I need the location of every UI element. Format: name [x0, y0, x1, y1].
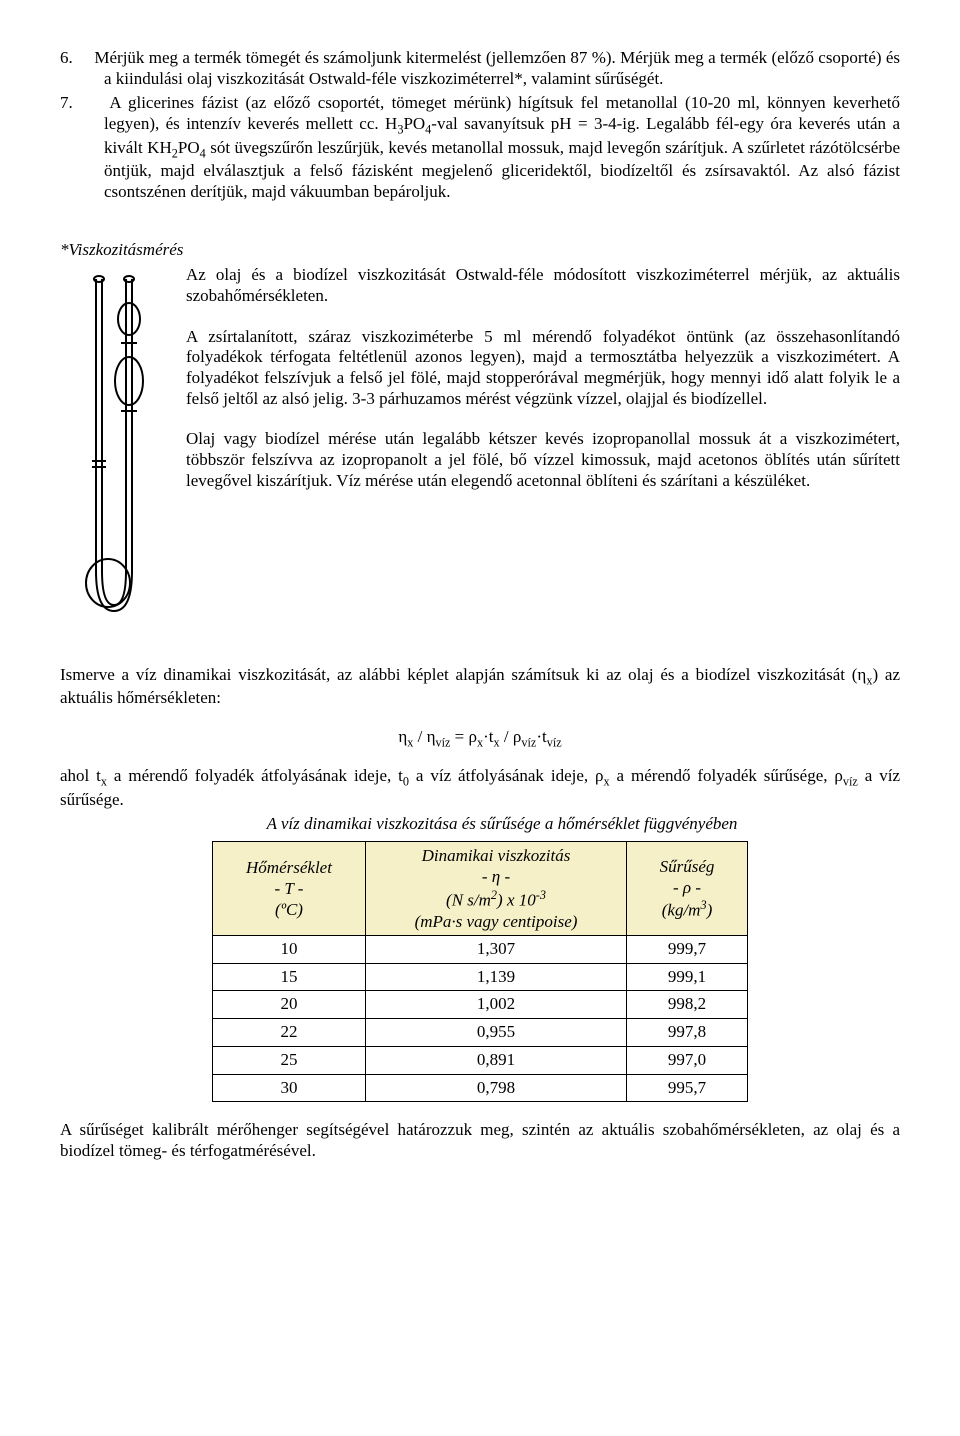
table-row: 250,891997,0 [213, 1046, 748, 1074]
th-temperature: Hőmérséklet - T - (ºC) [213, 842, 366, 936]
cell: 999,1 [627, 963, 748, 991]
table-row: 201,002998,2 [213, 991, 748, 1019]
cell: 998,2 [627, 991, 748, 1019]
cell: 15 [213, 963, 366, 991]
step-7-num: 7. [60, 93, 73, 112]
viscometer-icon [66, 271, 162, 651]
table-row: 300,798995,7 [213, 1074, 748, 1102]
txt: a víz átfolyásának ideje, ρ [409, 766, 604, 785]
cell: 0,798 [366, 1074, 627, 1102]
hdr: - T - [223, 878, 355, 899]
sym: / [413, 727, 426, 746]
viscosity-row: Az olaj és a biodízel viszkozitását Ostw… [60, 265, 900, 651]
step-6: 6. Mérjük meg a termék tömegét és számol… [60, 48, 900, 89]
step-6-text: Mérjük meg a termék tömegét és számoljun… [94, 48, 900, 88]
visc-b1: Az olaj és a biodízel viszkozitását Ostw… [186, 265, 900, 306]
hdr: Hőmérséklet [223, 857, 355, 878]
cell: 1,307 [366, 935, 627, 963]
table-body: 101,307999,7 151,139999,1 201,002998,2 2… [213, 935, 748, 1101]
viscometer-figure [60, 265, 186, 651]
viscosity-formula: ηx / ηvíz = ρx·tx / ρvíz·tvíz [60, 727, 900, 750]
hdr: - ρ - [637, 877, 737, 898]
th-density: Sűrűség - ρ - (kg/m3) [627, 842, 748, 936]
hdr: Dinamikai viszkozitás [376, 845, 616, 866]
txt: ) [707, 901, 713, 920]
cell: 997,8 [627, 1019, 748, 1047]
sub: víz [435, 735, 450, 749]
hdr: (kg/m3) [637, 898, 737, 921]
visc-b2: A zsírtalanított, száraz viszkoziméterbe… [186, 327, 900, 410]
hdr: (mPa·s vagy centipoise) [376, 911, 616, 932]
cell: 0,955 [366, 1019, 627, 1047]
sym: = [450, 727, 468, 746]
cell: 25 [213, 1046, 366, 1074]
cell: 0,891 [366, 1046, 627, 1074]
cell: 20 [213, 991, 366, 1019]
txt: PO [178, 138, 200, 157]
pre-formula: Ismerve a víz dinamikai viszkozitását, a… [60, 665, 900, 709]
cell: 1,002 [366, 991, 627, 1019]
visc-b3: Olaj vagy biodízel mérése után legalább … [186, 429, 900, 491]
step-7: 7. A glicerines fázist (az előző csoport… [60, 93, 900, 202]
txt: (kg/m [662, 901, 701, 920]
sym: ρ [469, 727, 477, 746]
table-caption: A víz dinamikai viszkozitása és sűrűsége… [60, 814, 900, 835]
txt: sót üvegszűrőn leszűrjük, kevés metanoll… [104, 138, 900, 201]
sub: víz [843, 775, 858, 789]
cell: 10 [213, 935, 366, 963]
txt: Ismerve a víz dinamikai viszkozitását, a… [60, 665, 866, 684]
sup: -3 [536, 888, 546, 902]
water-properties-table: Hőmérséklet - T - (ºC) Dinamikai viszkoz… [212, 841, 748, 1102]
hdr: Sűrűség [637, 856, 737, 877]
th-viscosity: Dinamikai viszkozitás - η - (N s/m2) x 1… [366, 842, 627, 936]
cell: 30 [213, 1074, 366, 1102]
sym: η [398, 727, 407, 746]
step-6-num: 6. [60, 48, 73, 67]
cell: 995,7 [627, 1074, 748, 1102]
post-formula: ahol tx a mérendő folyadék átfolyásának … [60, 766, 900, 810]
sub: víz [521, 735, 536, 749]
viscosity-title: *Viszkozitásmérés [60, 240, 900, 261]
table-row: 101,307999,7 [213, 935, 748, 963]
cell: 997,0 [627, 1046, 748, 1074]
hdr: (N s/m2) x 10-3 [376, 888, 616, 911]
sym: / [500, 727, 513, 746]
txt: a mérendő folyadék sűrűsége, ρ [610, 766, 843, 785]
cell: 22 [213, 1019, 366, 1047]
hdr: - η - [376, 866, 616, 887]
cell: 999,7 [627, 935, 748, 963]
closing-paragraph: A sűrűséget kalibrált mérőhenger segítsé… [60, 1120, 900, 1161]
sub: víz [547, 735, 562, 749]
table-row: 220,955997,8 [213, 1019, 748, 1047]
table-row: 151,139999,1 [213, 963, 748, 991]
txt: a mérendő folyadék átfolyásának ideje, t [107, 766, 403, 785]
hdr: (ºC) [223, 899, 355, 920]
txt: (N s/m [446, 890, 491, 909]
txt: ) x 10 [497, 890, 536, 909]
txt: ahol t [60, 766, 101, 785]
table-header-row: Hőmérséklet - T - (ºC) Dinamikai viszkoz… [213, 842, 748, 936]
txt: PO [403, 114, 425, 133]
cell: 1,139 [366, 963, 627, 991]
